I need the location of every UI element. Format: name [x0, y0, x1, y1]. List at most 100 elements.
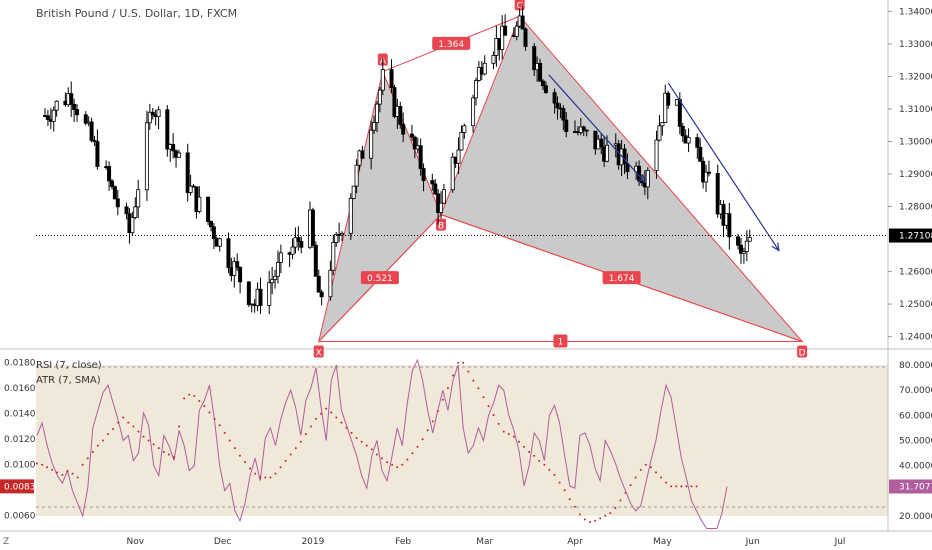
atr-dot [685, 485, 688, 488]
candle-body [482, 62, 487, 75]
atr-dot [568, 498, 571, 501]
trend-arrow-head[interactable] [637, 174, 646, 184]
atr-dot [386, 461, 389, 464]
trend-arrow-line[interactable] [667, 82, 780, 251]
candle-body [45, 115, 50, 120]
atr-dot [553, 473, 556, 476]
trend-arrow-line[interactable] [548, 74, 646, 183]
candle-body [75, 109, 80, 116]
atr-dot [482, 396, 485, 399]
candle-body [290, 246, 295, 255]
atr-dot [416, 445, 419, 448]
candle-body [421, 168, 426, 181]
pattern-ratio-badge [602, 271, 641, 285]
atr-dot [604, 514, 607, 517]
atr-dot [517, 440, 520, 443]
atr-dot [690, 485, 693, 488]
candle-body [645, 169, 650, 188]
pattern-point-badge [313, 345, 324, 358]
candle-body [500, 25, 505, 50]
atr-dot [142, 435, 145, 438]
atr-dot [452, 374, 455, 377]
candle-body [197, 196, 202, 212]
candle-body [235, 261, 240, 268]
pattern-ratio-badge [553, 334, 568, 348]
price-tick-label: 1.29000 [899, 170, 932, 180]
candle-body [226, 238, 231, 269]
candle-body [704, 171, 709, 183]
candle-body [706, 171, 711, 174]
candle-body [51, 109, 56, 122]
candle-body [660, 122, 665, 127]
atr-dot [639, 468, 642, 471]
atr-dot [233, 447, 236, 450]
atr-dot [218, 424, 221, 427]
atr-dot [436, 410, 439, 413]
candle-body [540, 80, 545, 87]
atr-dot [309, 425, 312, 428]
atr-dot [213, 417, 216, 420]
atr-dot [66, 470, 69, 473]
atr-dot [507, 433, 510, 436]
atr-dot [609, 512, 612, 515]
atr-dot [634, 476, 637, 479]
atr-dot [41, 463, 44, 466]
candle-body [523, 28, 528, 47]
candle-body [112, 186, 117, 200]
time-tick-label: Jun [745, 537, 760, 547]
atr-dot [533, 454, 536, 457]
candle-body [156, 109, 161, 118]
atr-current-badge [0, 479, 34, 494]
candle-body [736, 236, 741, 246]
atr-dot [96, 444, 99, 447]
time-axis[interactable]: Nov Dec 2019 Feb Mar Apr May Jun Jul [126, 537, 845, 547]
atr-dot [594, 519, 597, 522]
time-tick-label: May [653, 537, 672, 547]
atr-dot [299, 440, 302, 443]
candle-body [267, 282, 272, 306]
atr-dot [294, 447, 297, 450]
candle-body [605, 144, 610, 162]
atr-dot [411, 452, 414, 455]
rsi-line [36, 358, 728, 529]
candle-body [360, 150, 365, 159]
atr-dot [264, 476, 267, 479]
atr-dot [36, 462, 38, 465]
candle-body [296, 237, 301, 242]
candle-body [701, 160, 706, 183]
atr-dot [340, 421, 343, 424]
atr-dot [589, 521, 592, 524]
candle-body [471, 97, 476, 127]
candle-body [206, 196, 211, 222]
candle-body [299, 240, 304, 248]
atr-dot [654, 471, 657, 474]
trend-arrow-head[interactable] [771, 242, 780, 252]
candle-body [83, 114, 88, 124]
atr-tick-label: 0.0060 [4, 512, 36, 522]
candle-body [398, 105, 403, 125]
atr-dot [167, 453, 170, 456]
price-axis[interactable]: 1.34000 1.33000 1.32000 1.31000 1.30000 1.290… [888, 7, 932, 343]
atr-dot [543, 463, 546, 466]
pattern-point-label: D [799, 348, 806, 358]
candle-body [217, 238, 222, 247]
atr-dot [599, 517, 602, 520]
atr-dot [492, 414, 495, 417]
price-tick-label: 1.28000 [899, 203, 932, 213]
atr-dot [249, 467, 252, 470]
atr-dot [350, 431, 353, 434]
atr-dot [127, 421, 130, 424]
atr-dot [391, 463, 394, 466]
atr-axis[interactable]: 0.0180 0.0160 0.0140 0.0120 0.0100 0.0060 [4, 359, 36, 522]
atr-dot [355, 436, 358, 439]
atr-dot [279, 466, 282, 469]
atr-dot [370, 448, 373, 451]
candle-body [503, 25, 508, 36]
trend-arrows[interactable] [548, 74, 780, 252]
candle-body [409, 133, 414, 138]
candle-body [351, 185, 356, 199]
